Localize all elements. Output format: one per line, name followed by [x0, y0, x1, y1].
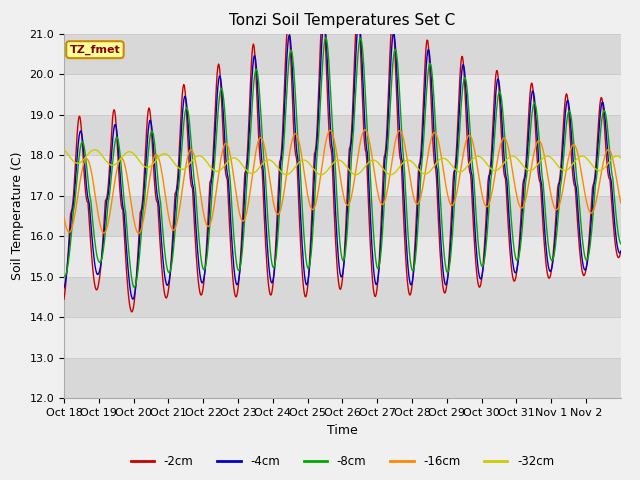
- Legend: -2cm, -4cm, -8cm, -16cm, -32cm: -2cm, -4cm, -8cm, -16cm, -32cm: [126, 450, 559, 473]
- Bar: [64, 74, 621, 115]
- Bar: [64, 115, 621, 155]
- X-axis label: Time: Time: [327, 424, 358, 437]
- Bar: [64, 34, 621, 74]
- Bar: [64, 317, 621, 358]
- Y-axis label: Soil Temperature (C): Soil Temperature (C): [11, 152, 24, 280]
- Bar: [64, 196, 621, 236]
- Bar: [64, 277, 621, 317]
- Bar: [64, 358, 621, 398]
- Text: TZ_fmet: TZ_fmet: [70, 45, 120, 55]
- Title: Tonzi Soil Temperatures Set C: Tonzi Soil Temperatures Set C: [229, 13, 456, 28]
- Bar: [64, 155, 621, 196]
- Bar: [64, 236, 621, 277]
